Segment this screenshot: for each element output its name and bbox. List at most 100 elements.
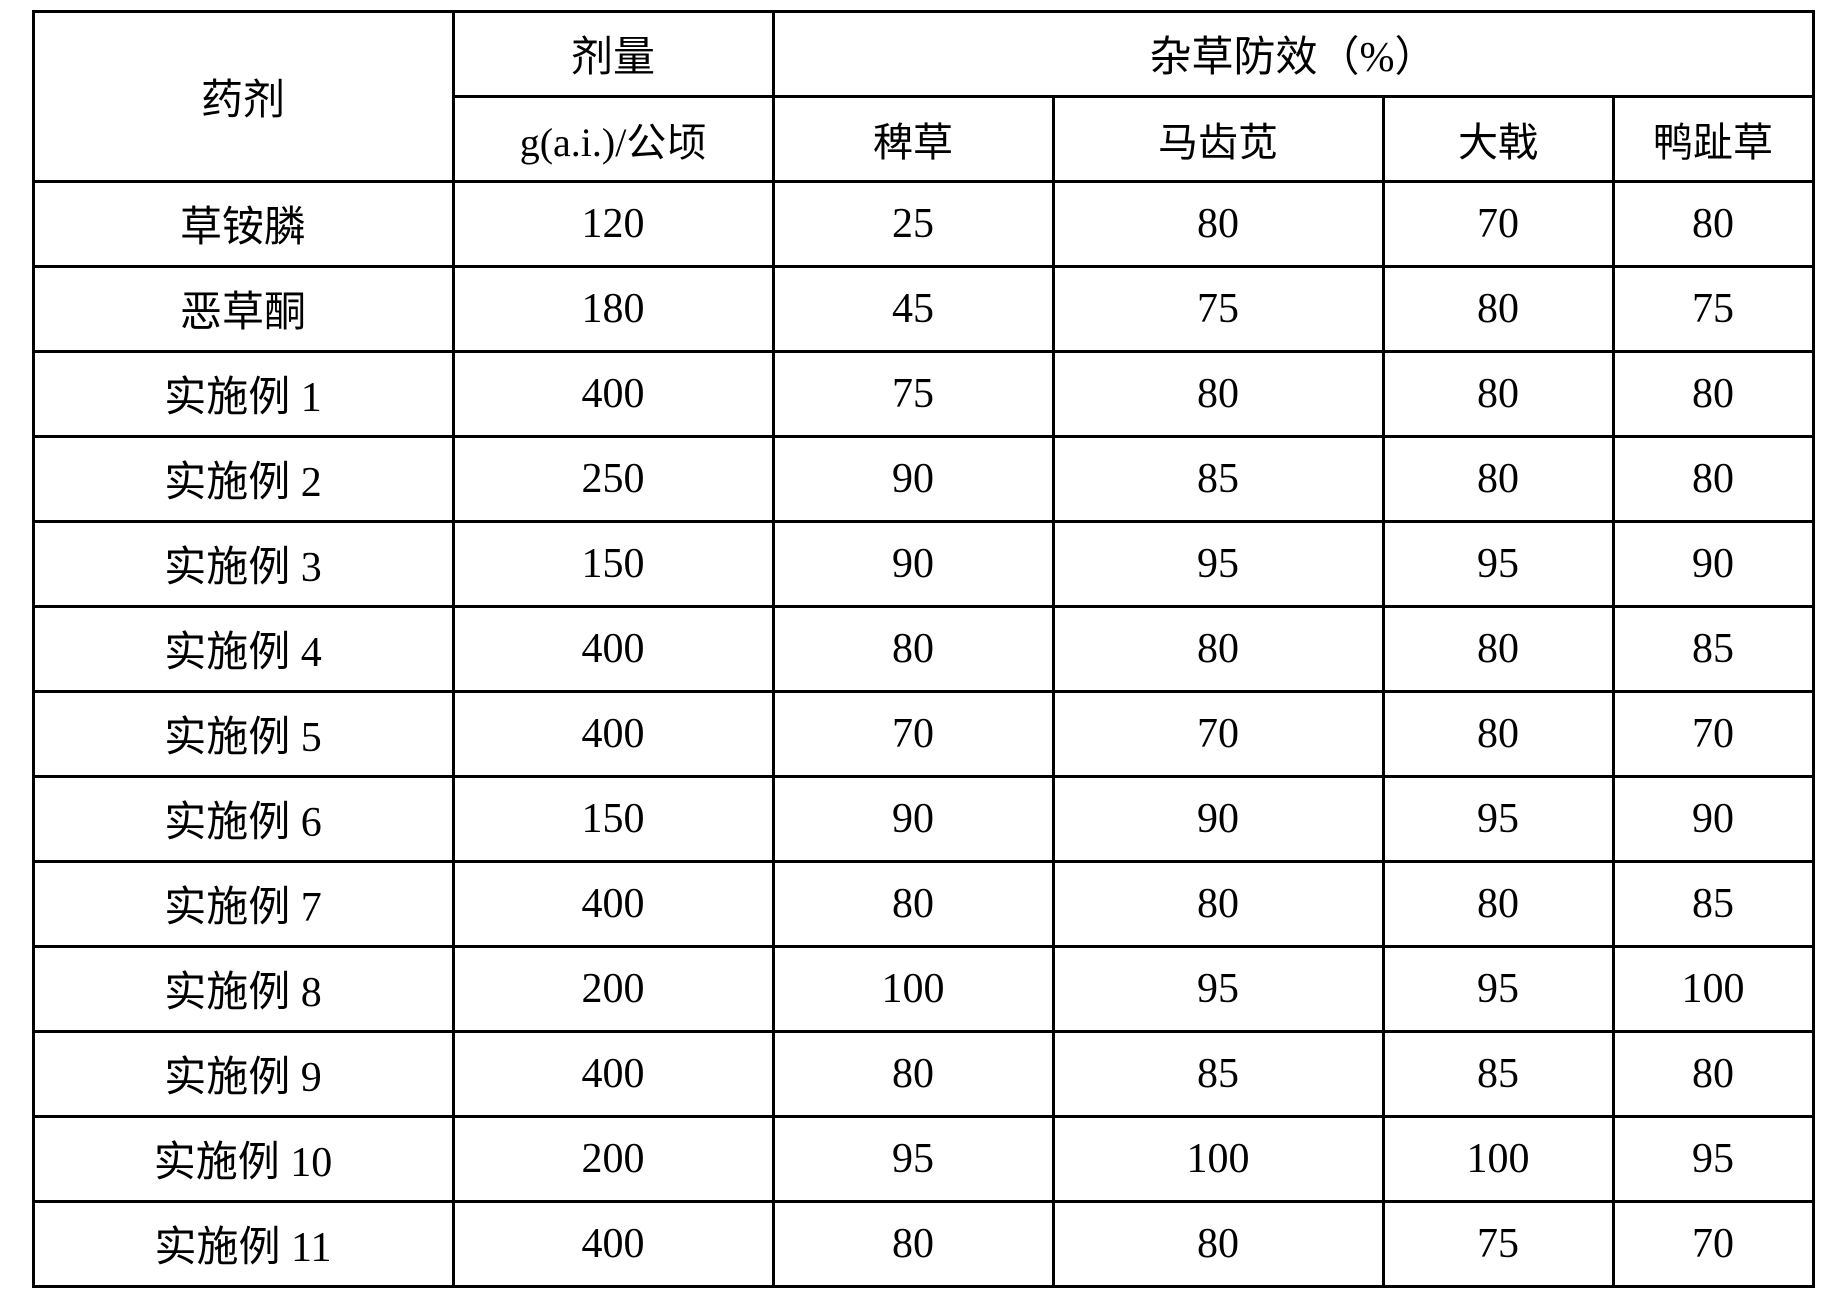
cell-value: 80 [1613,436,1813,521]
cell-value: 70 [1053,691,1383,776]
table-row: 实施例 1140080807570 [33,1201,1813,1286]
cell-value: 80 [1383,351,1613,436]
table-body: 草铵膦12025807080恶草酮18045758075实施例 14007580… [33,181,1813,1286]
table-row: 恶草酮18045758075 [33,266,1813,351]
header-row-1: 药剂 剂量 杂草防效（%） [33,11,1813,96]
cell-value: 75 [773,351,1053,436]
cell-dose: 180 [453,266,773,351]
cell-value: 75 [1613,266,1813,351]
col-header-efficacy-group: 杂草防效（%） [773,11,1813,96]
cell-value: 80 [773,861,1053,946]
cell-value: 95 [1383,521,1613,606]
cell-value: 90 [1053,776,1383,861]
cell-value: 75 [1053,266,1383,351]
cell-value: 80 [773,1031,1053,1116]
cell-dose: 400 [453,1201,773,1286]
cell-value: 75 [1383,1201,1613,1286]
cell-value: 85 [1613,606,1813,691]
table-row: 实施例 940080858580 [33,1031,1813,1116]
cell-value: 100 [1383,1116,1613,1201]
cell-value: 70 [1613,1201,1813,1286]
cell-value: 95 [773,1116,1053,1201]
cell-value: 80 [1613,181,1813,266]
cell-agent: 实施例 6 [33,776,453,861]
col-header-dose-line2: g(a.i.)/公顷 [453,96,773,181]
cell-value: 80 [773,606,1053,691]
table-row: 实施例 315090959590 [33,521,1813,606]
cell-value: 95 [1053,946,1383,1031]
cell-value: 85 [1053,1031,1383,1116]
cell-agent: 实施例 4 [33,606,453,691]
cell-value: 95 [1053,521,1383,606]
cell-value: 80 [1053,861,1383,946]
col-header-weed-1: 稗草 [773,96,1053,181]
cell-value: 80 [1053,606,1383,691]
cell-value: 45 [773,266,1053,351]
table-row: 实施例 740080808085 [33,861,1813,946]
cell-value: 80 [1053,181,1383,266]
table-row: 实施例 82001009595100 [33,946,1813,1031]
cell-agent: 实施例 5 [33,691,453,776]
cell-dose: 150 [453,776,773,861]
cell-agent: 实施例 7 [33,861,453,946]
cell-value: 95 [1383,776,1613,861]
table-row: 实施例 540070708070 [33,691,1813,776]
cell-value: 100 [1613,946,1813,1031]
cell-dose: 250 [453,436,773,521]
cell-agent: 恶草酮 [33,266,453,351]
cell-agent: 实施例 11 [33,1201,453,1286]
cell-dose: 400 [453,691,773,776]
table-row: 实施例 102009510010095 [33,1116,1813,1201]
efficacy-table: 药剂 剂量 杂草防效（%） g(a.i.)/公顷 稗草 马齿苋 大戟 鸭趾草 草… [32,10,1815,1288]
table-row: 实施例 615090909590 [33,776,1813,861]
table-row: 实施例 440080808085 [33,606,1813,691]
cell-dose: 120 [453,181,773,266]
cell-agent: 实施例 3 [33,521,453,606]
cell-agent: 实施例 8 [33,946,453,1031]
table-header: 药剂 剂量 杂草防效（%） g(a.i.)/公顷 稗草 马齿苋 大戟 鸭趾草 [33,11,1813,181]
cell-value: 80 [1053,1201,1383,1286]
col-header-agent-label: 药剂 [41,66,446,127]
cell-value: 80 [1053,351,1383,436]
cell-dose: 400 [453,1031,773,1116]
col-header-weed-3: 大戟 [1383,96,1613,181]
cell-value: 80 [773,1201,1053,1286]
cell-value: 80 [1613,351,1813,436]
cell-dose: 200 [453,946,773,1031]
cell-agent: 实施例 10 [33,1116,453,1201]
cell-value: 90 [773,521,1053,606]
cell-value: 25 [773,181,1053,266]
cell-value: 80 [1383,861,1613,946]
cell-value: 90 [773,776,1053,861]
cell-value: 80 [1383,436,1613,521]
cell-value: 95 [1383,946,1613,1031]
cell-agent: 草铵膦 [33,181,453,266]
cell-agent: 实施例 9 [33,1031,453,1116]
cell-value: 90 [1613,521,1813,606]
cell-value: 90 [773,436,1053,521]
cell-value: 85 [1613,861,1813,946]
cell-dose: 400 [453,861,773,946]
cell-value: 85 [1383,1031,1613,1116]
cell-value: 100 [1053,1116,1383,1201]
table-row: 实施例 140075808080 [33,351,1813,436]
cell-value: 95 [1613,1116,1813,1201]
cell-dose: 200 [453,1116,773,1201]
col-header-weed-4: 鸭趾草 [1613,96,1813,181]
cell-dose: 150 [453,521,773,606]
cell-agent: 实施例 1 [33,351,453,436]
cell-value: 80 [1383,691,1613,776]
col-header-weed-2: 马齿苋 [1053,96,1383,181]
table-row: 实施例 225090858080 [33,436,1813,521]
cell-value: 70 [1383,181,1613,266]
col-header-dose-line1: 剂量 [453,11,773,96]
cell-dose: 400 [453,351,773,436]
cell-dose: 400 [453,606,773,691]
cell-value: 80 [1383,606,1613,691]
cell-value: 80 [1383,266,1613,351]
cell-value: 100 [773,946,1053,1031]
table-row: 草铵膦12025807080 [33,181,1813,266]
cell-value: 70 [1613,691,1813,776]
cell-value: 85 [1053,436,1383,521]
cell-agent: 实施例 2 [33,436,453,521]
